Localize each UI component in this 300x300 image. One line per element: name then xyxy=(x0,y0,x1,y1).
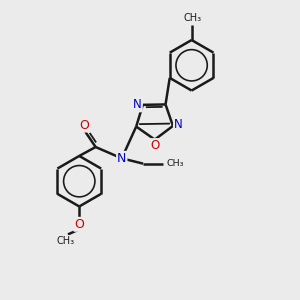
Text: CH₃: CH₃ xyxy=(183,13,201,23)
Text: O: O xyxy=(150,139,159,152)
Text: CH₃: CH₃ xyxy=(56,236,75,246)
Text: N: N xyxy=(174,118,183,131)
Text: N: N xyxy=(117,152,127,165)
Text: O: O xyxy=(80,118,89,131)
Text: N: N xyxy=(133,98,142,111)
Text: CH₃: CH₃ xyxy=(166,159,184,168)
Text: O: O xyxy=(74,218,84,231)
